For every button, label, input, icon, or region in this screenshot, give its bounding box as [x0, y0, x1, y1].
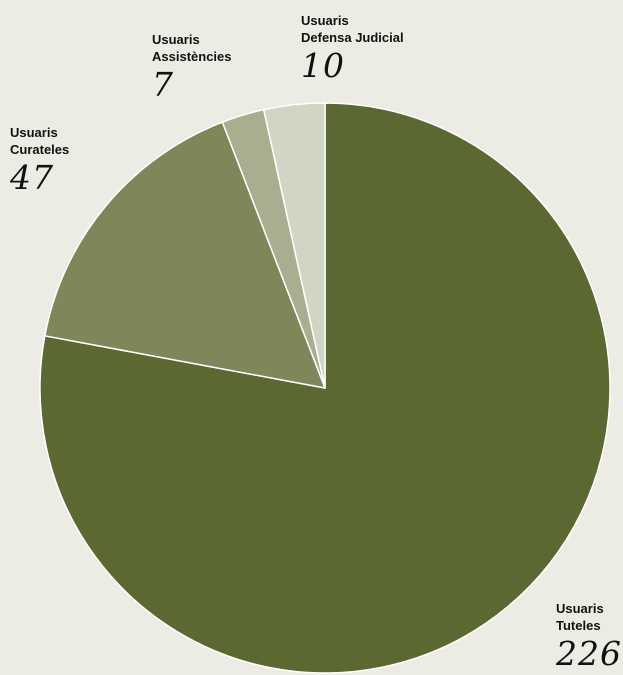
- slice-label-tuteles: Usuaris Tuteles 226: [556, 600, 622, 672]
- slice-label-defensa-judicial: Usuaris Defensa Judicial 10: [301, 12, 404, 84]
- slice-name-line1: Usuaris: [301, 13, 349, 28]
- slice-value: 226: [556, 634, 622, 673]
- slice-curateles: [44, 121, 326, 389]
- slice-name-line1: Usuaris: [556, 601, 604, 616]
- slice-name-line2: Defensa Judicial: [301, 30, 404, 45]
- slice-value: 47: [10, 158, 54, 197]
- slice-defensa-judicial: [262, 102, 326, 389]
- slice-label-assistencies: Usuaris Assistències 7: [152, 31, 232, 103]
- slice-name-line1: Usuaris: [10, 125, 58, 140]
- slice-value: 7: [152, 65, 174, 104]
- slice-value: 10: [301, 46, 345, 85]
- slice-name-line2: Curateles: [10, 142, 70, 157]
- slice-name-line2: Assistències: [152, 49, 232, 64]
- slice-label-curateles: Usuaris Curateles 47: [10, 124, 69, 196]
- slice-name-line2: Tuteles: [556, 618, 601, 633]
- slice-name-line1: Usuaris: [152, 32, 200, 47]
